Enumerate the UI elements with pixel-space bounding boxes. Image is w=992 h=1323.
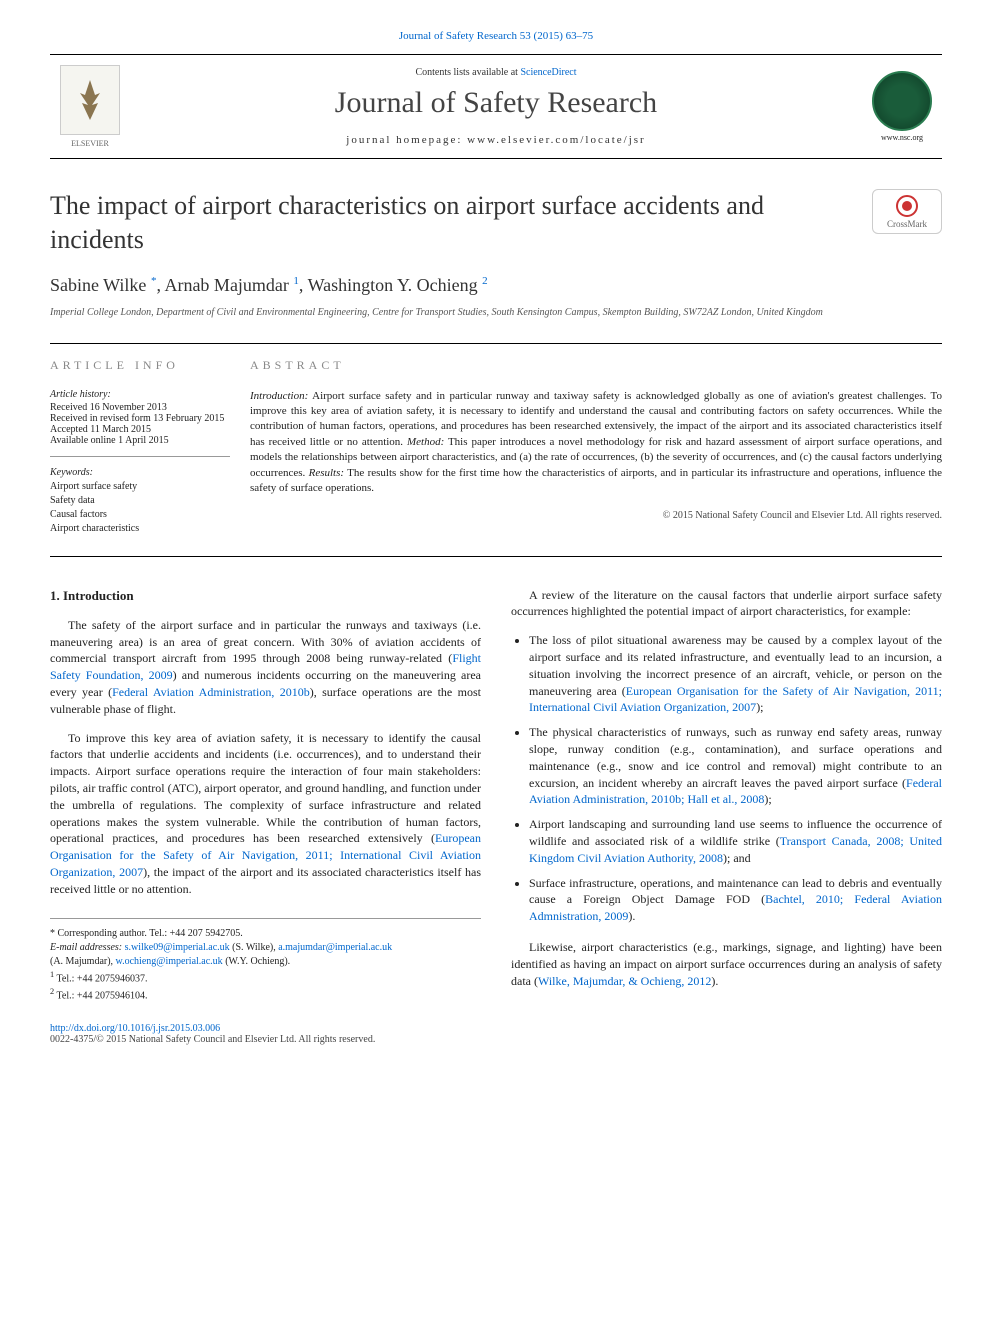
nsc-url: www.nsc.org [881, 133, 923, 142]
footnote-emails-cont: (A. Majumdar), w.ochieng@imperial.ac.uk … [50, 955, 481, 969]
b2b: ); [764, 792, 771, 806]
footnote-corresponding: * Corresponding author. Tel.: +44 207 59… [50, 927, 481, 941]
b3b: ); and [723, 851, 751, 865]
left-p2: To improve this key area of aviation saf… [50, 730, 481, 898]
left-p2a: To improve this key area of aviation saf… [50, 731, 481, 846]
elsevier-label: ELSEVIER [71, 139, 109, 148]
abs-method-label: Method: [407, 436, 444, 448]
issn-copyright: 0022-4375/© 2015 National Safety Council… [50, 1034, 942, 1045]
abstract-column: ABSTRACT Introduction: Airport surface s… [250, 358, 942, 536]
corr-text: Corresponding author. Tel.: +44 207 5942… [55, 928, 243, 939]
bullet-2: The physical characteristics of runways,… [529, 724, 942, 808]
right-p1: A review of the literature on the causal… [511, 587, 942, 621]
bullet-3: Airport landscaping and surrounding land… [529, 816, 942, 866]
author-2-marker[interactable]: 1 [293, 275, 299, 295]
bullet-4: Surface infrastructure, operations, and … [529, 875, 942, 925]
bottom-info: http://dx.doi.org/10.1016/j.jsr.2015.03.… [50, 1023, 942, 1045]
history-label: Article history: [50, 389, 230, 400]
author-3: Washington Y. Ochieng [308, 275, 478, 295]
homepage-line: journal homepage: www.elsevier.com/locat… [130, 134, 862, 146]
email-label: E-mail addresses: [50, 942, 125, 953]
tel-2-text: Tel.: +44 2075946104. [57, 990, 148, 1001]
email-1[interactable]: s.wilke09@imperial.ac.uk [125, 942, 230, 953]
left-column: 1. Introduction The safety of the airpor… [50, 587, 481, 1004]
email-3[interactable]: w.ochieng@imperial.ac.uk [116, 956, 223, 967]
history-block: Article history: Received 16 November 20… [50, 389, 230, 457]
abstract-copyright: © 2015 National Safety Council and Elsev… [250, 510, 942, 521]
email-2[interactable]: a.majumdar@imperial.ac.uk [278, 942, 392, 953]
email-1-who: (S. Wilke), [230, 942, 279, 953]
header-center: Contents lists available at ScienceDirec… [130, 67, 862, 146]
author-1: Sabine Wilke [50, 275, 146, 295]
b2a: The physical characteristics of runways,… [529, 725, 942, 789]
body-columns: 1. Introduction The safety of the airpor… [50, 587, 942, 1004]
cite-wilke2012[interactable]: Wilke, Majumdar, & Ochieng, 2012 [538, 974, 711, 988]
keywords-list: Airport surface safety Safety data Causa… [50, 480, 230, 536]
author-1-marker[interactable]: * [151, 275, 157, 295]
footnote-tel-1: 1 Tel.: +44 2075946037. [50, 969, 481, 986]
contents-prefix: Contents lists available at [415, 67, 520, 78]
crossmark-label: CrossMark [887, 219, 927, 229]
footnotes: * Corresponding author. Tel.: +44 207 59… [50, 918, 481, 1004]
info-abstract-row: ARTICLE INFO Article history: Received 1… [50, 343, 942, 557]
right-p2: Likewise, airport characteristics (e.g.,… [511, 939, 942, 989]
authors-line: Sabine Wilke *, Arnab Majumdar 1, Washin… [50, 275, 942, 296]
footnote-tel-2: 2 Tel.: +44 2075946104. [50, 986, 481, 1003]
keyword-1: Airport surface safety [50, 480, 230, 494]
b1b: ); [756, 700, 763, 714]
section-1-heading: 1. Introduction [50, 587, 481, 605]
keyword-4: Airport characteristics [50, 522, 230, 536]
history-line-3: Accepted 11 March 2015 [50, 424, 230, 435]
keyword-2: Safety data [50, 494, 230, 508]
journal-header: ELSEVIER Contents lists available at Sci… [50, 54, 942, 159]
cite-faa2010b[interactable]: Federal Aviation Administration, 2010b [112, 685, 310, 699]
keywords-label: Keywords: [50, 467, 230, 478]
abstract-heading: ABSTRACT [250, 358, 942, 373]
elsevier-tree-icon [60, 65, 120, 135]
article-info-heading: ARTICLE INFO [50, 358, 230, 373]
abs-results-label: Results: [309, 467, 344, 479]
crossmark-badge[interactable]: CrossMark [872, 189, 942, 234]
left-p1: The safety of the airport surface and in… [50, 617, 481, 718]
abs-results: The results show for the first time how … [250, 467, 942, 494]
email-2-who: (A. Majumdar), [50, 956, 116, 967]
abstract-text: Introduction: Airport surface safety and… [250, 389, 942, 497]
author-3-marker[interactable]: 2 [482, 275, 488, 295]
email-3-who: (W.Y. Ochieng). [223, 956, 291, 967]
b4b: ). [628, 909, 635, 923]
right-column: A review of the literature on the causal… [511, 587, 942, 1004]
contents-line: Contents lists available at ScienceDirec… [130, 67, 862, 78]
keyword-3: Causal factors [50, 508, 230, 522]
crossmark-icon [896, 195, 918, 217]
history-line-4: Available online 1 April 2015 [50, 435, 230, 446]
footnote-emails: E-mail addresses: s.wilke09@imperial.ac.… [50, 941, 481, 955]
left-p1a: The safety of the airport surface and in… [50, 618, 481, 666]
elsevier-logo: ELSEVIER [50, 65, 130, 148]
author-2: Arnab Majumdar [164, 275, 288, 295]
history-line-1: Received 16 November 2013 [50, 402, 230, 413]
right-p2b: ). [711, 974, 718, 988]
title-row: The impact of airport characteristics on… [50, 189, 942, 257]
sciencedirect-link[interactable]: ScienceDirect [520, 67, 576, 78]
article-title: The impact of airport characteristics on… [50, 189, 852, 257]
article-info: ARTICLE INFO Article history: Received 1… [50, 358, 250, 536]
doi-link[interactable]: http://dx.doi.org/10.1016/j.jsr.2015.03.… [50, 1023, 220, 1034]
journal-title: Journal of Safety Research [130, 86, 862, 120]
nsc-logo: www.nsc.org [862, 67, 942, 147]
tel-1-text: Tel.: +44 2075946037. [57, 973, 148, 984]
history-line-2: Received in revised form 13 February 201… [50, 413, 230, 424]
abs-intro-label: Introduction: [250, 390, 308, 402]
affiliation: Imperial College London, Department of C… [50, 306, 942, 319]
journal-reference: Journal of Safety Research 53 (2015) 63–… [50, 30, 942, 42]
bullet-1: The loss of pilot situational awareness … [529, 632, 942, 716]
nsc-circle-icon [872, 71, 932, 131]
bullet-list: The loss of pilot situational awareness … [511, 632, 942, 925]
